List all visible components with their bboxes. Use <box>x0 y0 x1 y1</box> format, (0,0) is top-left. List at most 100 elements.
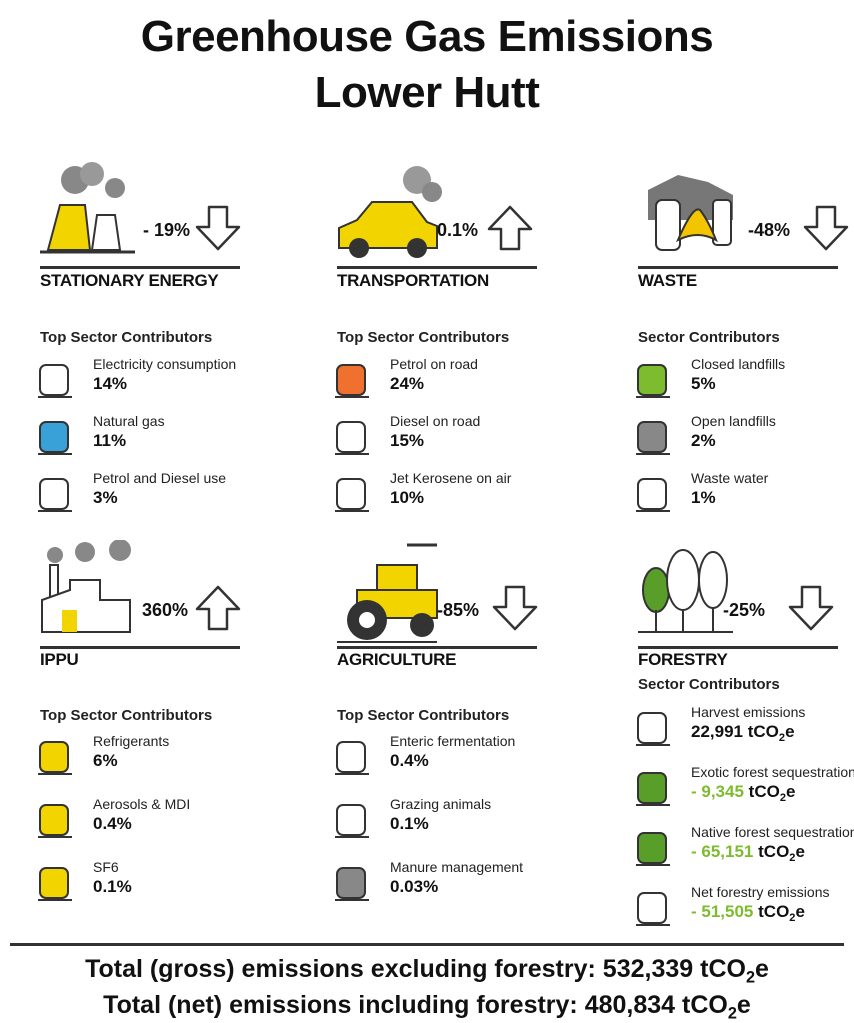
change-arrow-svg <box>788 585 834 631</box>
value: - 9,345 <box>691 782 744 801</box>
contributor-icon-svg <box>632 416 676 460</box>
sector-icon-svg <box>337 540 442 645</box>
unit-suffix: e <box>786 782 795 801</box>
contributor-icon-svg <box>632 359 676 403</box>
contributor-value: 22,991 tCO2e <box>691 722 795 742</box>
change-arrow-svg <box>492 585 538 631</box>
change-arrow <box>492 585 538 636</box>
sector-rule <box>40 646 240 649</box>
value: 0.1% <box>93 877 132 896</box>
contributor-icon <box>632 416 676 465</box>
value: 15% <box>390 431 424 450</box>
contributor-value: 3% <box>93 488 118 508</box>
value: 14% <box>93 374 127 393</box>
contributor-icon-svg <box>34 862 78 906</box>
contributor-icon-svg <box>331 473 375 517</box>
sector-change: 0.1% <box>437 220 478 241</box>
contributors-title: Top Sector Contributors <box>40 329 212 346</box>
contributor-value: 1% <box>691 488 716 508</box>
contributors-title: Sector Contributors <box>638 676 780 693</box>
sector-icon-svg <box>638 160 743 265</box>
contributor-icon <box>331 473 375 522</box>
contributor-label: Refrigerants <box>93 733 169 749</box>
contributor-value: 0.4% <box>390 751 429 771</box>
contributor-label: Grazing animals <box>390 796 491 812</box>
contributor-icon-svg <box>632 827 676 871</box>
contributor-icon-svg <box>632 473 676 517</box>
unit-suffix: e <box>737 991 751 1019</box>
sector-change: - 19% <box>143 220 190 241</box>
contributor-label: Native forest sequestration <box>691 824 854 840</box>
contributor-label: Manure management <box>390 859 523 875</box>
sector-rule <box>40 266 240 269</box>
value: 22,991 <box>691 722 743 741</box>
contributor-value: 2% <box>691 431 716 451</box>
contributor-label: Harvest emissions <box>691 704 805 720</box>
value: 11% <box>93 431 126 450</box>
contributor-icon-svg <box>34 359 78 403</box>
sector-name: AGRICULTURE <box>337 650 456 670</box>
value: 3% <box>93 488 118 507</box>
unit: tCO <box>700 955 746 983</box>
contributor-icon <box>331 359 375 408</box>
contributors-title: Top Sector Contributors <box>337 329 509 346</box>
value: 1% <box>691 488 716 507</box>
contributor-icon <box>34 359 78 408</box>
value: 0.03% <box>390 877 438 896</box>
change-arrow <box>195 205 241 256</box>
sector-icon <box>40 160 145 270</box>
contributor-icon <box>331 862 375 911</box>
unit: tCO <box>748 722 779 741</box>
contributor-value: - 65,151 tCO2e <box>691 842 805 862</box>
contributor-label: Natural gas <box>93 413 165 429</box>
contributor-value: 14% <box>93 374 127 394</box>
unit-suffix: e <box>785 722 794 741</box>
contributor-label: Enteric fermentation <box>390 733 515 749</box>
change-arrow <box>803 205 849 256</box>
total-label: Total (net) emissions including forestry… <box>103 991 578 1019</box>
value: 24% <box>390 374 424 393</box>
contributor-label: Open landfills <box>691 413 776 429</box>
contributors-title: Sector Contributors <box>638 329 780 346</box>
contributor-icon <box>632 767 676 816</box>
sector-rule <box>638 266 838 269</box>
sector-name: FORESTRY <box>638 650 728 670</box>
sector-icon-svg <box>40 160 145 265</box>
value: 5% <box>691 374 716 393</box>
sector-icon <box>337 160 442 270</box>
contributor-value: 0.4% <box>93 814 132 834</box>
change-arrow-svg <box>803 205 849 251</box>
total-label: Total (gross) emissions excluding forest… <box>85 955 596 983</box>
infographic: Greenhouse Gas Emissions Lower Hutt Tota… <box>0 0 854 1022</box>
contributor-value: 5% <box>691 374 716 394</box>
contributor-label: Jet Kerosene on air <box>390 470 511 486</box>
contributor-icon <box>34 473 78 522</box>
contributor-value: - 9,345 tCO2e <box>691 782 795 802</box>
contributor-label: Exotic forest sequestration <box>691 764 854 780</box>
value: 0.4% <box>93 814 132 833</box>
contributor-label: Waste water <box>691 470 768 486</box>
value: 0.1% <box>390 814 429 833</box>
unit-suffix: e <box>755 955 769 983</box>
contributor-icon <box>34 862 78 911</box>
contributor-icon-svg <box>331 862 375 906</box>
value: 2% <box>691 431 716 450</box>
change-arrow-svg <box>195 585 241 631</box>
contributor-icon <box>632 887 676 936</box>
sector-name: WASTE <box>638 271 697 291</box>
contributor-value: 11% <box>93 431 126 451</box>
change-arrow <box>788 585 834 636</box>
contributor-icon <box>632 707 676 756</box>
contributor-icon <box>331 799 375 848</box>
sector-rule <box>337 266 537 269</box>
contributor-icon <box>34 799 78 848</box>
sector-name: IPPU <box>40 650 78 670</box>
value: 6% <box>93 751 118 770</box>
sector-change: -85% <box>437 600 479 621</box>
value: 10% <box>390 488 424 507</box>
contributors-title: Top Sector Contributors <box>337 707 509 724</box>
contributor-value: - 51,505 tCO2e <box>691 902 805 922</box>
contributor-icon <box>632 827 676 876</box>
sector-rule <box>337 646 537 649</box>
sector-icon-svg <box>337 160 442 265</box>
